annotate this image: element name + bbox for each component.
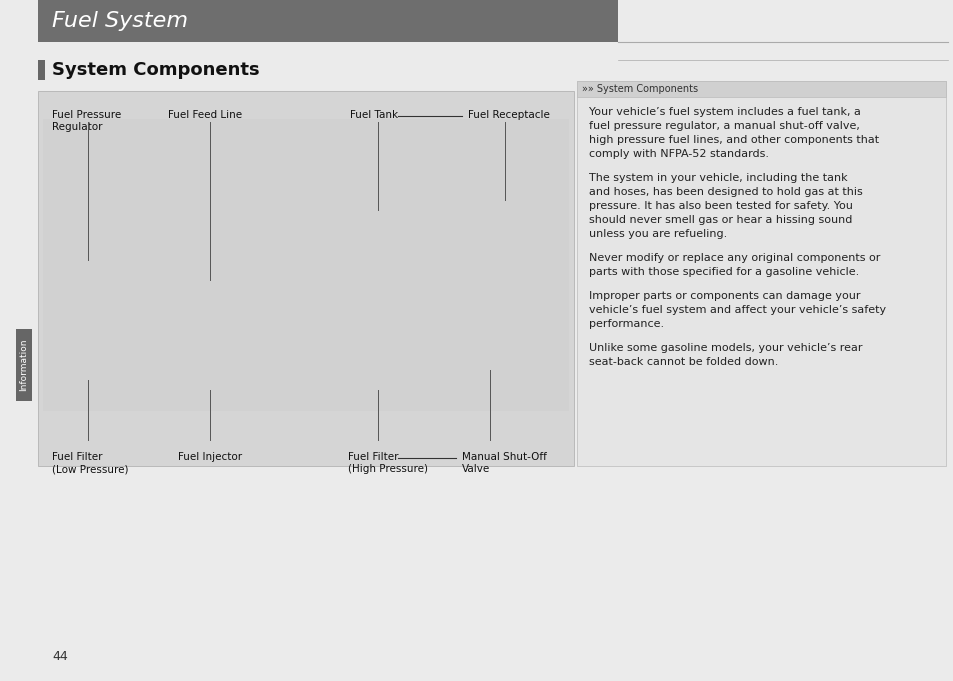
Text: performance.: performance. xyxy=(588,319,663,329)
Bar xyxy=(577,81,945,466)
Text: System Components: System Components xyxy=(52,61,259,79)
Text: The system in your vehicle, including the tank: The system in your vehicle, including th… xyxy=(588,173,846,183)
Text: Fuel Feed Line: Fuel Feed Line xyxy=(168,110,242,120)
Text: Unlike some gasoline models, your vehicle’s rear: Unlike some gasoline models, your vehicl… xyxy=(588,343,862,353)
Bar xyxy=(38,0,618,42)
Text: 44: 44 xyxy=(52,650,68,663)
Text: fuel pressure regulator, a manual shut-off valve,: fuel pressure regulator, a manual shut-o… xyxy=(588,121,859,131)
Text: Fuel Filter
(High Pressure): Fuel Filter (High Pressure) xyxy=(348,452,428,475)
Text: unless you are refueling.: unless you are refueling. xyxy=(588,229,726,239)
Bar xyxy=(16,329,32,401)
Text: Fuel Pressure
Regulator: Fuel Pressure Regulator xyxy=(52,110,121,132)
Bar xyxy=(38,60,45,80)
Text: pressure. It has also been tested for safety. You: pressure. It has also been tested for sa… xyxy=(588,201,852,211)
Bar xyxy=(38,91,574,466)
Text: should never smell gas or hear a hissing sound: should never smell gas or hear a hissing… xyxy=(588,215,851,225)
Text: parts with those specified for a gasoline vehicle.: parts with those specified for a gasolin… xyxy=(588,267,859,277)
Text: seat-back cannot be folded down.: seat-back cannot be folded down. xyxy=(588,357,778,367)
Text: »» System Components: »» System Components xyxy=(581,84,698,94)
Text: Fuel Receptacle: Fuel Receptacle xyxy=(468,110,549,120)
Bar xyxy=(577,81,945,97)
Text: comply with NFPA-52 standards.: comply with NFPA-52 standards. xyxy=(588,149,768,159)
Text: Improper parts or components can damage your: Improper parts or components can damage … xyxy=(588,291,860,301)
Bar xyxy=(43,119,568,411)
Text: high pressure fuel lines, and other components that: high pressure fuel lines, and other comp… xyxy=(588,135,879,145)
Text: Fuel Tank: Fuel Tank xyxy=(350,110,397,120)
Text: Information: Information xyxy=(19,338,29,392)
Text: Manual Shut-Off
Valve: Manual Shut-Off Valve xyxy=(461,452,546,475)
Text: and hoses, has been designed to hold gas at this: and hoses, has been designed to hold gas… xyxy=(588,187,862,197)
Text: Fuel System: Fuel System xyxy=(52,11,188,31)
Text: vehicle’s fuel system and affect your vehicle’s safety: vehicle’s fuel system and affect your ve… xyxy=(588,305,885,315)
Text: Never modify or replace any original components or: Never modify or replace any original com… xyxy=(588,253,880,263)
Text: Fuel Filter
(Low Pressure): Fuel Filter (Low Pressure) xyxy=(52,452,129,475)
Text: Fuel Injector: Fuel Injector xyxy=(178,452,242,462)
Text: Your vehicle’s fuel system includes a fuel tank, a: Your vehicle’s fuel system includes a fu… xyxy=(588,107,860,117)
